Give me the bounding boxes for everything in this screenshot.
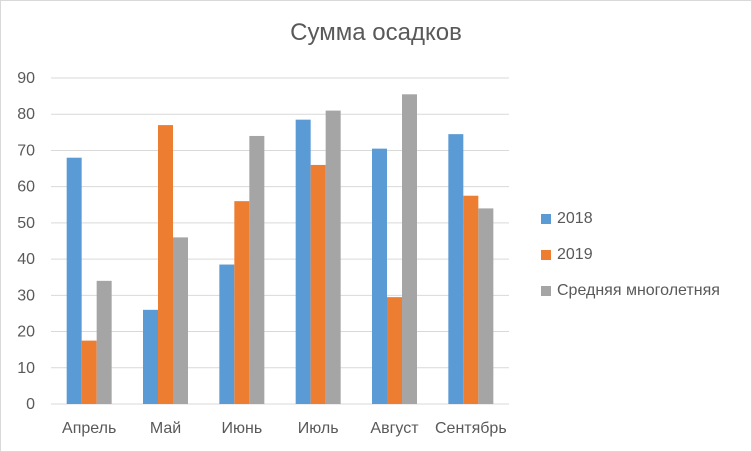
bar: [219, 264, 235, 404]
legend-swatch: [541, 214, 551, 224]
legend-swatch: [541, 250, 551, 260]
x-tick-label: Июль: [298, 420, 339, 437]
bar: [478, 208, 494, 404]
y-tick-label: 80: [17, 106, 35, 123]
bar: [66, 157, 82, 404]
y-tick-label: 60: [17, 179, 35, 196]
x-tick-label: Август: [370, 420, 419, 437]
bar: [310, 164, 326, 404]
bar: [463, 195, 479, 404]
legend-item: 2019: [541, 237, 720, 273]
bar: [143, 309, 158, 404]
bar: [96, 280, 112, 404]
y-tick-label: 70: [17, 142, 35, 159]
chart-title: Сумма осадков: [290, 19, 462, 46]
bar: [81, 340, 97, 404]
legend-label: 2018: [557, 210, 593, 227]
y-tick-label: 90: [17, 70, 35, 87]
x-tick-label: Сентябрь: [435, 420, 507, 437]
bar: [173, 237, 188, 404]
y-tick-label: 20: [17, 324, 35, 341]
legend-item: Средняя многолетняя: [541, 273, 720, 309]
bar: [325, 110, 341, 404]
y-tick-label: 0: [26, 396, 35, 413]
legend-swatch: [541, 286, 551, 296]
bar: [158, 125, 173, 404]
bar: [234, 201, 250, 404]
legend-label: Средняя многолетняя: [557, 282, 720, 299]
bar: [448, 134, 464, 404]
bar: [249, 135, 265, 404]
bar: [295, 119, 311, 405]
x-tick-label: Июнь: [221, 420, 262, 437]
legend-label: 2019: [557, 246, 593, 263]
y-tick-label: 10: [17, 360, 35, 377]
x-tick-label: Апрель: [62, 420, 116, 437]
y-tick-label: 40: [17, 251, 35, 268]
bar: [372, 148, 387, 404]
bar: [387, 297, 402, 404]
y-tick-label: 30: [17, 287, 35, 304]
legend: 2018 2019 Средняя многолетняя: [541, 201, 720, 309]
legend-item: 2018: [541, 201, 720, 237]
y-tick-label: 50: [17, 215, 35, 232]
x-tick-label: Май: [150, 420, 181, 437]
bar: [402, 94, 417, 405]
